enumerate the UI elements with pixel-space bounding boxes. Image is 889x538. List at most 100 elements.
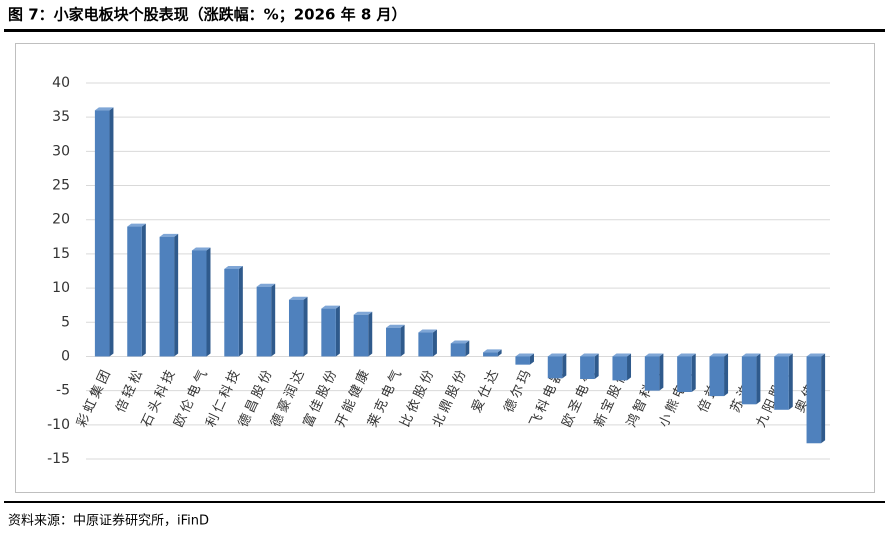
bar-group (191, 247, 211, 357)
bar-group (580, 353, 599, 380)
bar (418, 332, 433, 357)
bar (450, 343, 466, 357)
bar-top (677, 353, 696, 357)
bar-side (238, 265, 243, 357)
bar-side (335, 305, 340, 357)
bar-top (806, 353, 826, 357)
bar (709, 356, 725, 397)
bar (677, 356, 692, 393)
bar (94, 110, 110, 357)
bar-group (386, 324, 405, 357)
bar (321, 308, 336, 357)
bar-side (497, 349, 502, 357)
bar (612, 356, 628, 381)
bar-side (432, 329, 437, 357)
title-rule (4, 29, 885, 32)
bar-group (644, 353, 664, 391)
bar (580, 356, 595, 380)
bar-top (353, 311, 373, 315)
bar-top (159, 233, 179, 237)
y-tick-label: 30 (52, 143, 70, 159)
bar-side (691, 353, 696, 393)
bar-side (303, 296, 308, 357)
bar-top (256, 283, 276, 287)
bar-group (806, 353, 826, 444)
bar-side (206, 247, 211, 357)
bar (644, 356, 660, 391)
bar-group (94, 107, 114, 357)
bar-top (94, 107, 114, 111)
bar-side (529, 353, 534, 365)
bar-group (224, 265, 243, 357)
bar (483, 352, 498, 357)
bar-group (515, 353, 534, 365)
bar (774, 356, 789, 410)
bar-top (547, 353, 567, 357)
bar-group (450, 340, 470, 357)
bar (806, 356, 822, 444)
bar-group (321, 305, 340, 357)
bar (224, 268, 239, 357)
y-tick-label: -5 (56, 383, 70, 399)
bar-side (109, 107, 114, 357)
bar (191, 250, 207, 357)
y-tick-label: 20 (52, 212, 70, 228)
bar-side (724, 353, 729, 397)
bar-group (418, 329, 437, 357)
bar-top (386, 324, 405, 328)
bar-group (256, 283, 276, 357)
y-tick-label: -10 (47, 417, 70, 433)
bar (159, 236, 175, 357)
bar-side (821, 353, 826, 444)
bar-side (788, 353, 793, 410)
bar-group (547, 353, 567, 379)
y-tick-label: 25 (52, 178, 70, 194)
y-tick-label: -15 (47, 451, 70, 467)
bar-side (659, 353, 664, 391)
bar-top (321, 305, 340, 309)
bar-top (288, 296, 308, 300)
bar-group (127, 223, 146, 357)
bar-group (159, 233, 179, 357)
bar (256, 286, 272, 357)
plot-panel (15, 43, 875, 493)
bar (547, 356, 563, 379)
bar-top (418, 329, 437, 333)
bar-group (288, 296, 308, 357)
bar-top (644, 353, 664, 357)
bar-top (483, 349, 502, 353)
bar (741, 356, 757, 405)
bar-group (483, 349, 502, 357)
bar-side (368, 311, 373, 357)
y-tick-label: 0 (61, 348, 70, 364)
bar-group (774, 353, 793, 410)
bar-top (450, 340, 470, 344)
bar-group (612, 353, 632, 381)
bar-side (756, 353, 761, 405)
bar-group (677, 353, 696, 393)
bar-side (141, 223, 146, 357)
bar (353, 314, 369, 357)
y-tick-label: 15 (52, 246, 70, 262)
bar-side (562, 353, 567, 379)
bar-group (709, 353, 729, 397)
chart-title: 图 7：小家电板块个股表现（涨跌幅：%；2026 年 8 月） (8, 6, 407, 24)
bar-group (353, 311, 373, 357)
bar-side (271, 283, 276, 357)
y-tick-label: 35 (52, 109, 70, 125)
source-rule (4, 501, 885, 503)
bar-top (612, 353, 632, 357)
bar-top (515, 353, 534, 357)
bar (515, 356, 530, 365)
y-tick-label: 40 (52, 75, 70, 91)
bar-side (400, 324, 405, 357)
bar-side (174, 233, 179, 357)
y-tick-label: 10 (52, 280, 70, 296)
bar-top (774, 353, 793, 357)
bar-top (224, 265, 243, 269)
bar-top (741, 353, 761, 357)
bar (288, 299, 304, 357)
bar-top (709, 353, 729, 357)
bar-side (627, 353, 632, 381)
